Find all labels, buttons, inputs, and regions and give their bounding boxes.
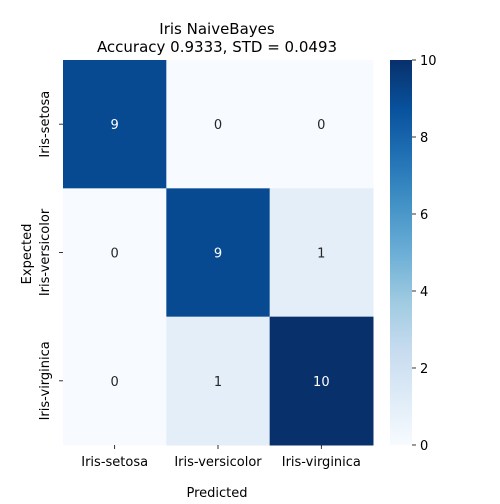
chart-subtitle: Accuracy 0.9333, STD = 0.0493 xyxy=(97,38,337,56)
cell-annotations: 9 0 00 9 10 1 10 xyxy=(111,118,330,390)
x-axis: Iris-setosa Iris-versicolor Iris-virginica xyxy=(81,444,361,470)
colorbar-tick-label: 6 xyxy=(420,208,428,223)
cell-value-2-2: 10 xyxy=(313,375,330,390)
cell-value-1-0: 0 xyxy=(111,246,119,261)
heatmap-cell-0-1 xyxy=(166,60,271,189)
colorbar-gradient xyxy=(390,60,412,445)
x-tick-label: Iris-setosa xyxy=(81,455,148,470)
colorbar-tick-label: 4 xyxy=(420,285,428,300)
y-axis: Iris-setosa Iris-versicolor Iris-virginica xyxy=(38,91,63,420)
colorbar-tick-label: 10 xyxy=(420,54,437,69)
cell-value-1-2: 1 xyxy=(317,246,325,261)
cell-value-0-2: 0 xyxy=(317,118,325,133)
y-tick-label: Iris-versicolor xyxy=(38,208,53,296)
heatmap-cell-0-2 xyxy=(269,60,374,189)
cell-value-0-1: 0 xyxy=(214,118,222,133)
heatmap-cell-2-0 xyxy=(63,316,167,446)
cell-value-1-1: 9 xyxy=(214,246,222,261)
y-axis-label: Expected xyxy=(20,224,35,285)
heatmap-cells xyxy=(63,60,374,446)
y-tick-label: Iris-setosa xyxy=(38,91,53,158)
colorbar: 0 2 4 6 8 10 xyxy=(390,54,437,454)
colorbar-tick-label: 0 xyxy=(420,439,428,454)
x-axis-label: Predicted xyxy=(186,486,247,500)
colorbar-tick-label: 2 xyxy=(420,362,428,377)
cell-value-2-0: 0 xyxy=(111,375,119,390)
heatmap-cell-2-2 xyxy=(269,316,374,446)
cell-value-0-0: 9 xyxy=(111,118,119,133)
colorbar-tick-label: 8 xyxy=(420,131,428,146)
heatmap-cell-2-1 xyxy=(166,316,271,446)
heatmap-cell-1-1 xyxy=(166,188,271,318)
heatmap-cell-1-0 xyxy=(63,188,167,318)
cell-value-2-1: 1 xyxy=(214,375,222,390)
chart-title: Iris NaiveBayes xyxy=(159,20,275,38)
heatmap-cell-0-0 xyxy=(63,60,167,189)
x-tick-label: Iris-versicolor xyxy=(174,455,262,470)
y-tick-label: Iris-virginica xyxy=(38,341,53,420)
heatmap-cell-1-2 xyxy=(269,188,374,318)
x-tick-label: Iris-virginica xyxy=(282,455,361,470)
